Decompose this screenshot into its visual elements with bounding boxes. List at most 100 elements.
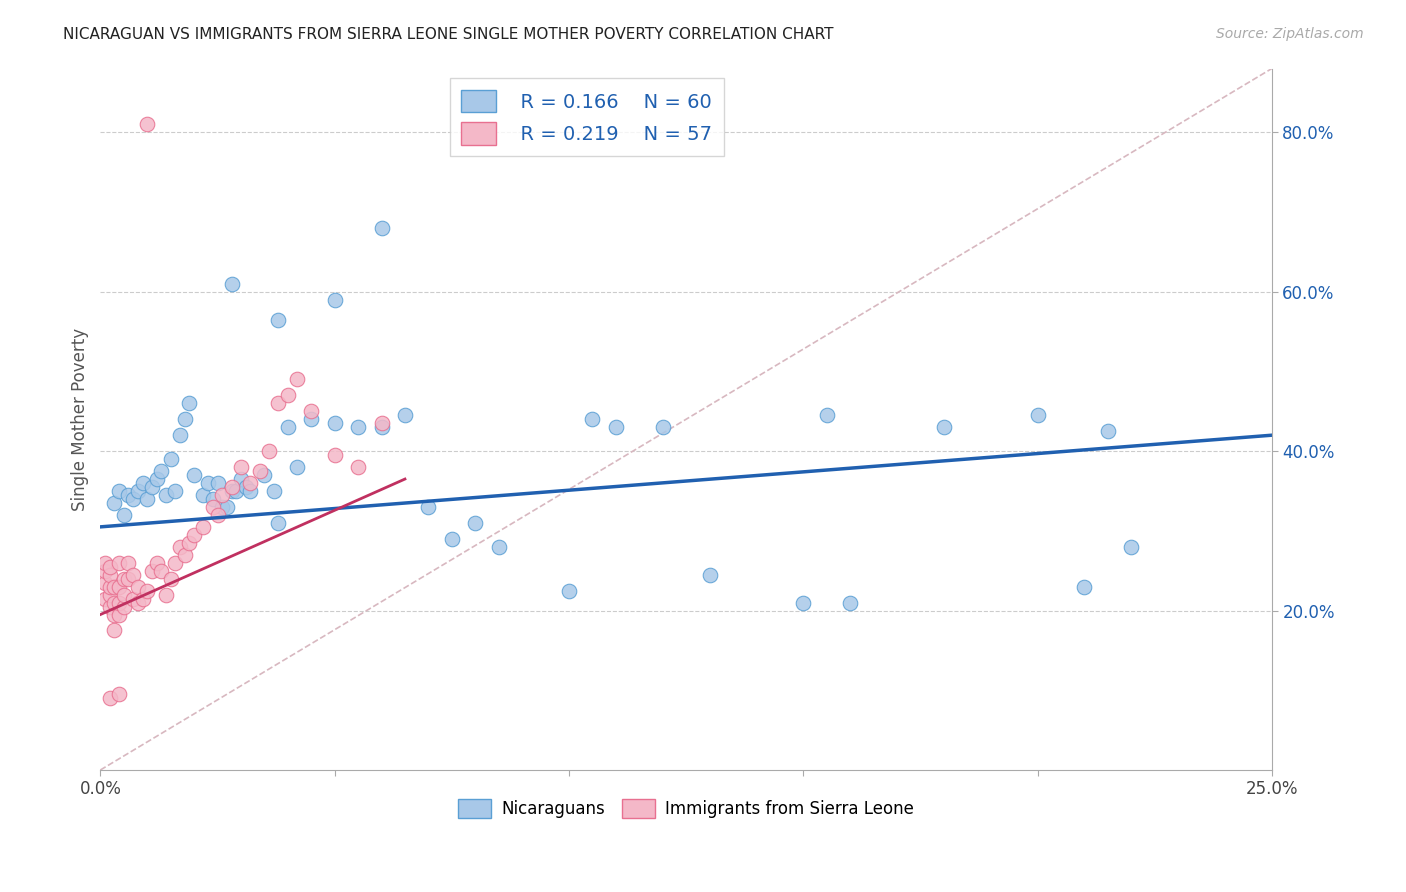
Point	[815, 409, 838, 423]
Point	[122, 491, 145, 506]
Point	[108, 687, 131, 701]
Point	[285, 372, 308, 386]
Point	[235, 480, 257, 494]
Point	[792, 596, 814, 610]
Point	[145, 556, 167, 570]
Point	[127, 483, 149, 498]
Point	[207, 476, 229, 491]
Point	[98, 580, 121, 594]
Point	[263, 483, 285, 498]
Point	[488, 540, 510, 554]
Point	[173, 412, 195, 426]
Point	[394, 409, 416, 423]
Point	[1073, 580, 1095, 594]
Point	[285, 460, 308, 475]
Point	[94, 564, 117, 578]
Point	[155, 588, 177, 602]
Point	[605, 420, 627, 434]
Point	[215, 500, 238, 514]
Text: Source: ZipAtlas.com: Source: ZipAtlas.com	[1216, 27, 1364, 41]
Point	[418, 500, 440, 514]
Point	[229, 472, 252, 486]
Point	[229, 460, 252, 475]
Point	[122, 567, 145, 582]
Point	[221, 483, 243, 498]
Point	[370, 416, 392, 430]
Point	[370, 221, 392, 235]
Point	[277, 388, 299, 402]
Point	[253, 468, 276, 483]
Point	[173, 548, 195, 562]
Point	[221, 277, 243, 291]
Point	[145, 472, 167, 486]
Point	[150, 464, 173, 478]
Y-axis label: Single Mother Poverty: Single Mother Poverty	[72, 327, 89, 511]
Point	[211, 488, 233, 502]
Point	[103, 607, 125, 622]
Point	[94, 556, 117, 570]
Text: NICARAGUAN VS IMMIGRANTS FROM SIERRA LEONE SINGLE MOTHER POVERTY CORRELATION CHA: NICARAGUAN VS IMMIGRANTS FROM SIERRA LEO…	[63, 27, 834, 42]
Point	[155, 488, 177, 502]
Point	[103, 496, 125, 510]
Point	[249, 464, 271, 478]
Point	[127, 580, 149, 594]
Point	[183, 468, 205, 483]
Point	[225, 483, 247, 498]
Point	[117, 556, 139, 570]
Point	[131, 476, 153, 491]
Point	[183, 528, 205, 542]
Point	[221, 480, 243, 494]
Point	[112, 508, 135, 522]
Point	[94, 591, 117, 606]
Point	[103, 624, 125, 638]
Point	[558, 583, 581, 598]
Point	[108, 556, 131, 570]
Point	[211, 500, 233, 514]
Point	[347, 420, 370, 434]
Point	[150, 564, 173, 578]
Point	[201, 500, 224, 514]
Point	[98, 599, 121, 614]
Point	[257, 444, 280, 458]
Point	[103, 596, 125, 610]
Point	[207, 508, 229, 522]
Point	[267, 396, 290, 410]
Point	[169, 428, 191, 442]
Point	[169, 540, 191, 554]
Point	[112, 588, 135, 602]
Point	[323, 416, 346, 430]
Point	[699, 567, 721, 582]
Legend: Nicaraguans, Immigrants from Sierra Leone: Nicaraguans, Immigrants from Sierra Leon…	[451, 792, 921, 825]
Point	[581, 412, 603, 426]
Point	[127, 596, 149, 610]
Point	[165, 483, 187, 498]
Point	[159, 452, 181, 467]
Point	[159, 572, 181, 586]
Point	[98, 559, 121, 574]
Point	[108, 580, 131, 594]
Point	[440, 532, 463, 546]
Point	[932, 420, 955, 434]
Point	[323, 293, 346, 307]
Point	[136, 117, 159, 131]
Point	[277, 420, 299, 434]
Point	[136, 583, 159, 598]
Point	[239, 476, 262, 491]
Point	[299, 404, 322, 418]
Point	[108, 607, 131, 622]
Point	[299, 412, 322, 426]
Point	[267, 516, 290, 530]
Point	[94, 575, 117, 590]
Point	[193, 488, 215, 502]
Point	[117, 488, 139, 502]
Point	[347, 460, 370, 475]
Point	[651, 420, 673, 434]
Point	[165, 556, 187, 570]
Point	[98, 588, 121, 602]
Point	[131, 591, 153, 606]
Point	[108, 596, 131, 610]
Point	[464, 516, 486, 530]
Point	[136, 491, 159, 506]
Point	[103, 580, 125, 594]
Point	[141, 480, 163, 494]
